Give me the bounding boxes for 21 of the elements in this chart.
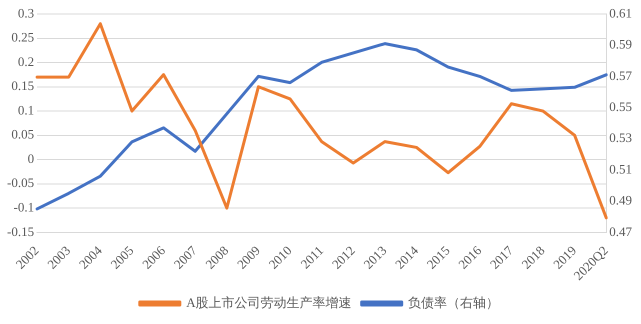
y-tick-label: 0.2 — [18, 54, 34, 69]
y2-tick-label: 0.59 — [609, 36, 632, 52]
y2-tick-label: 0.55 — [609, 99, 632, 114]
y2-tick-label: 0.53 — [609, 130, 632, 146]
y2-tick-label: 0.49 — [609, 192, 632, 208]
y-tick-label: 0.15 — [11, 78, 34, 94]
x-tick-label: 2011 — [298, 242, 326, 272]
y-tick-label: -0.15 — [6, 224, 34, 239]
y-tick-label: 0.1 — [18, 102, 34, 118]
y2-tick-label: 0.57 — [609, 68, 632, 83]
legend-label: A股上市公司劳动生产率增速 — [186, 294, 352, 310]
y2-tick-label: 0.61 — [609, 5, 632, 20]
y-tick-label: 0 — [28, 150, 34, 166]
y-tick-label: 0.3 — [18, 5, 34, 20]
y-tick-label: -0.05 — [6, 175, 34, 190]
y-tick-label: 0.25 — [11, 30, 34, 45]
y-tick-label: -0.1 — [13, 200, 34, 215]
y2-tick-label: 0.47 — [609, 224, 632, 239]
y2-tick-label: 0.51 — [609, 161, 632, 176]
y-tick-label: 0.05 — [11, 126, 34, 142]
legend-label: 负债率（右轴） — [408, 294, 500, 310]
